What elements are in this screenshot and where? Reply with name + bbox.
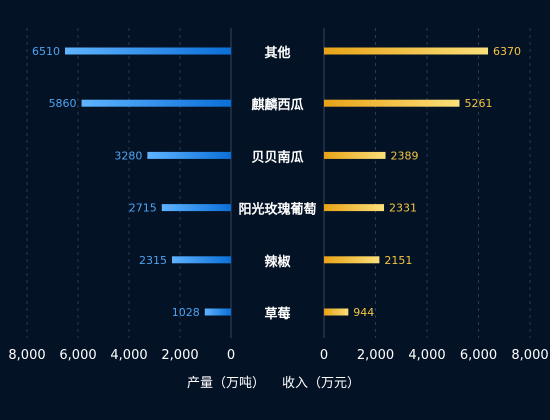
value-label-income: 6370 [493,45,521,58]
value-label-production: 6510 [32,45,60,58]
axes: 8,000 6,000 4,000 2,000 0 0 2,000 4,000 6,000 8,0… [8,348,548,391]
right-axis-title: 收入（万元） [282,376,360,391]
left-axis-tick-label: 0 [227,348,235,363]
bars [64,47,489,316]
left-axis-tick-label: 2,000 [161,348,198,363]
bar-production-4 [171,256,231,264]
right-axis-tick-label: 4,000 [408,348,445,363]
bar-income-2 [324,151,386,159]
category-label: 阳光玫瑰葡萄 [238,202,316,218]
value-label-income: 2389 [391,149,419,162]
left-axis-tick-label: 4,000 [110,348,147,363]
right-axis-tick-label: 0 [320,348,328,363]
right-axis-tick-label: 6,000 [460,348,497,363]
left-axis-title: 产量（万吨） [187,376,265,391]
value-label-production: 2715 [129,202,157,215]
right-axis-tick-label: 8,000 [511,348,548,363]
bar-income-1 [324,99,460,107]
category-label: 辣椒 [264,254,290,270]
bar-income-5 [324,308,349,316]
grid-lines [26,28,531,338]
category-label: 其他 [264,45,290,61]
bar-income-3 [324,204,385,212]
value-label-production: 2315 [139,254,167,267]
bar-production-3 [161,204,231,212]
value-label-income: 2331 [389,202,417,215]
right-axis-tick-label: 2,000 [357,348,394,363]
category-label: 麒麟西瓜 [251,97,303,113]
labels: 6510 6370 其他 5860 5261 麒麟西瓜 3280 2389 贝贝南瓜 2715 23… [32,45,521,322]
bar-income-4 [324,256,380,264]
value-label-income: 5261 [464,97,492,110]
value-label-production: 1028 [172,306,200,319]
bar-production-5 [204,308,231,316]
category-label: 草莓 [264,306,290,322]
bar-production-2 [147,151,231,159]
value-label-production: 5860 [49,97,77,110]
bar-production-0 [64,47,232,55]
value-label-income: 2151 [384,254,412,267]
bar-production-1 [81,99,231,107]
left-axis-tick-label: 8,000 [8,348,45,363]
value-label-income: 944 [353,306,374,319]
bar-income-0 [324,47,489,55]
category-label: 贝贝南瓜 [251,149,303,165]
left-axis-tick-label: 6,000 [59,348,96,363]
value-label-production: 3280 [114,149,142,162]
